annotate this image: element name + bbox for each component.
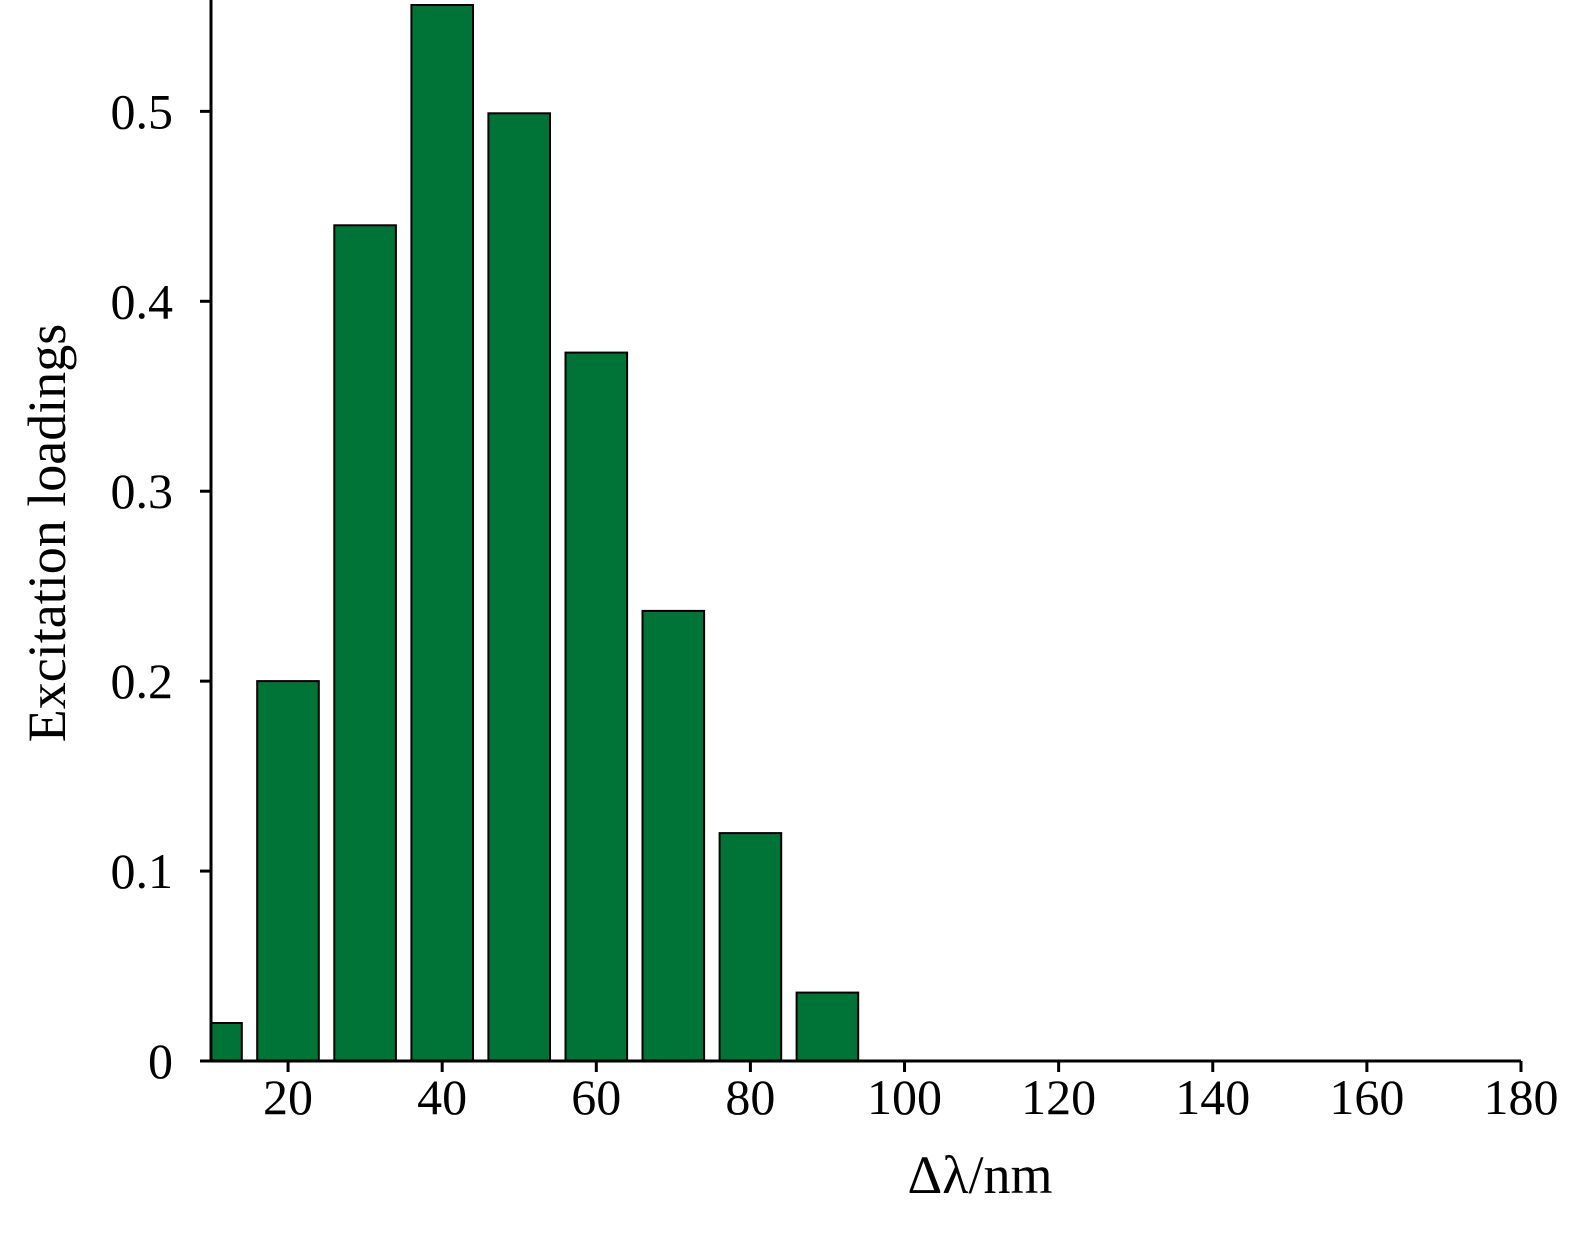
y-axis-title: Excitation loadings (17, 324, 77, 742)
x-tick-label: 120 (1021, 1069, 1096, 1125)
bar-x90 (795, 991, 860, 1062)
axes (209, 0, 1521, 1063)
bar-x10 (210, 1022, 243, 1062)
x-tick-label: 40 (417, 1069, 467, 1125)
x-axis-title: Δλ/nm (908, 1145, 1053, 1205)
y-tick-label: 0.2 (111, 653, 174, 709)
y-tick-label: 0.1 (111, 843, 174, 899)
x-tick-label: 140 (1175, 1069, 1250, 1125)
y-tick-label: 0.5 (111, 83, 174, 139)
bar-series (210, 4, 860, 1063)
y-tick-label: 0.3 (111, 463, 174, 519)
y-tick-label: 0 (148, 1033, 173, 1089)
bar-x20 (256, 680, 320, 1062)
bar-x60 (564, 351, 629, 1063)
x-tick-label: 100 (867, 1069, 942, 1125)
bar-x80 (718, 832, 783, 1062)
bar-x50 (487, 112, 551, 1063)
bar-x40 (410, 4, 474, 1062)
bar-x70 (641, 609, 706, 1063)
x-tick-label: 60 (571, 1069, 621, 1125)
y-tick-label: 0.4 (111, 273, 174, 329)
x-tick-label: 80 (725, 1069, 775, 1125)
bar-x30 (333, 224, 397, 1063)
x-tick-label: 20 (263, 1069, 313, 1125)
x-tick-label: 180 (1484, 1069, 1559, 1125)
x-tick-label: 160 (1329, 1069, 1404, 1125)
y-axis-ticks: 0 0.1 0.2 0.3 0.4 0.5 (111, 83, 211, 1089)
x-axis-ticks: 20 40 60 80 100 120 140 160 180 (263, 1061, 1559, 1125)
